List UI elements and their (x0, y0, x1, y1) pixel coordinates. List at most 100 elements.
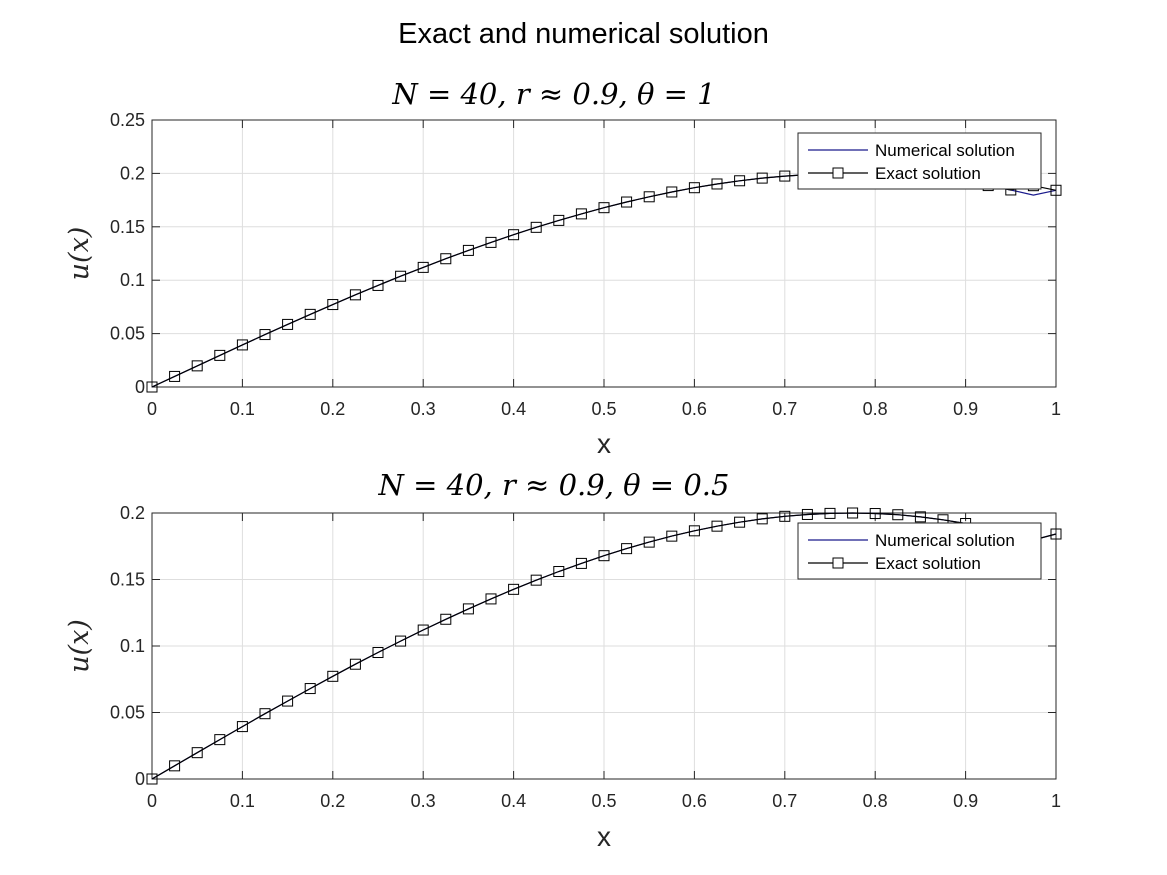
data-point-marker (621, 543, 633, 555)
data-point-marker (643, 536, 655, 548)
x-axis-label: x (597, 821, 611, 852)
data-point-marker (508, 583, 520, 595)
data-point-marker (575, 557, 587, 569)
data-point-marker (372, 647, 384, 659)
data-point-marker (734, 175, 746, 187)
data-point-marker (688, 182, 700, 194)
data-point-marker (643, 191, 655, 203)
data-point-marker (146, 773, 158, 785)
x-tick-label: 0.1 (230, 791, 255, 811)
y-tick-label: 0.1 (120, 636, 145, 656)
data-point-marker (282, 695, 294, 707)
data-point-marker (530, 574, 542, 586)
x-tick-label: 0.5 (591, 791, 616, 811)
axes-box (151, 119, 1057, 388)
y-tick-label: 0.25 (110, 110, 145, 130)
data-point-marker (553, 566, 565, 578)
y-tick-label: 0.15 (110, 570, 145, 590)
x-tick-label: 0.8 (863, 399, 888, 419)
figure-suptitle: Exact and numerical solution (398, 18, 769, 50)
legend-entry-2: Exact solution (875, 554, 981, 573)
data-point-marker (440, 253, 452, 265)
data-point-marker (349, 658, 361, 670)
x-tick-label: 0.3 (411, 791, 436, 811)
data-point-marker (214, 734, 226, 746)
legend-marker (832, 557, 844, 569)
data-point-marker (191, 360, 203, 372)
data-point-marker (191, 747, 203, 759)
x-tick-label: 1 (1051, 791, 1061, 811)
data-point-marker (711, 520, 723, 532)
x-tick-label: 0.2 (320, 399, 345, 419)
y-tick-label: 0 (135, 377, 145, 397)
x-tick-label: 0.7 (772, 399, 797, 419)
y-tick-label: 0.2 (120, 163, 145, 183)
data-point-marker (304, 683, 316, 695)
x-tick-label: 0.9 (953, 791, 978, 811)
y-tick-label: 0 (135, 769, 145, 789)
data-point-marker (666, 186, 678, 198)
data-point-marker (417, 624, 429, 636)
data-point-marker (892, 509, 904, 521)
data-point-marker (756, 172, 768, 184)
data-point-marker (530, 221, 542, 233)
data-point-marker (688, 525, 700, 537)
data-point-marker (598, 202, 610, 214)
data-point-marker (734, 516, 746, 528)
x-tick-label: 0.5 (591, 399, 616, 419)
data-point-marker (779, 170, 791, 182)
data-point-marker (824, 507, 836, 519)
y-axis-label: u(x) (64, 619, 95, 673)
data-point-marker (395, 270, 407, 282)
data-point-marker (485, 593, 497, 605)
x-axis-label: x (597, 428, 611, 459)
y-tick-label: 0.1 (120, 270, 145, 290)
legend-entry-1: Numerical solution (875, 531, 1015, 550)
data-point-marker (327, 299, 339, 311)
data-point-marker (801, 508, 813, 520)
y-tick-label: 0.2 (120, 503, 145, 523)
data-point-marker (575, 208, 587, 220)
data-point-marker (146, 381, 158, 393)
data-point-marker (508, 229, 520, 241)
subplot-2: 0 0.1 0.2 0.3 0.4 0.5 0.6 0.7 0.8 0.9 1 0 0.05 0.1 0.1… (64, 468, 1062, 852)
data-point-marker (462, 244, 474, 256)
x-tick-label: 0.7 (772, 791, 797, 811)
data-point-marker (847, 507, 859, 519)
x-tick-label: 0 (147, 791, 157, 811)
data-point-marker (259, 329, 271, 341)
series-group (146, 507, 1062, 785)
data-point-marker (756, 513, 768, 525)
x-tick-label: 0.3 (411, 399, 436, 419)
x-tick-label: 0.8 (863, 791, 888, 811)
data-point-marker (236, 339, 248, 351)
y-axis-label: u(x) (64, 227, 95, 281)
legend-box (797, 522, 1042, 580)
data-point-marker (553, 214, 565, 226)
subplot-title: N = 40, r ≈ 0.9, θ = 1 (391, 77, 715, 111)
legend-marker (832, 167, 844, 179)
subplot-1: 0 0.1 0.2 0.3 0.4 0.5 0.6 0.7 0.8 0.9 1 0 0.05 0.1 0.1… (64, 77, 1062, 459)
data-point-marker (914, 511, 926, 523)
x-tick-label: 0.9 (953, 399, 978, 419)
x-tick-label: 0.4 (501, 791, 526, 811)
x-tick-label: 1 (1051, 399, 1061, 419)
x-tick-label: 0.6 (682, 791, 707, 811)
data-point-marker (259, 708, 271, 720)
x-tick-label: 0.4 (501, 399, 526, 419)
legend: Numerical solution Exact solution (797, 132, 1042, 190)
data-point-marker (236, 721, 248, 733)
series-line-2 (151, 512, 1057, 780)
x-tick-label: 0.1 (230, 399, 255, 419)
data-point-marker (711, 178, 723, 190)
data-point-marker (417, 261, 429, 273)
legend-box (797, 132, 1042, 190)
data-point-marker (1050, 528, 1062, 540)
axes-box (151, 512, 1057, 780)
data-point-marker (598, 550, 610, 562)
data-point-marker (440, 613, 452, 625)
data-point-marker (779, 510, 791, 522)
data-point-marker (485, 236, 497, 248)
